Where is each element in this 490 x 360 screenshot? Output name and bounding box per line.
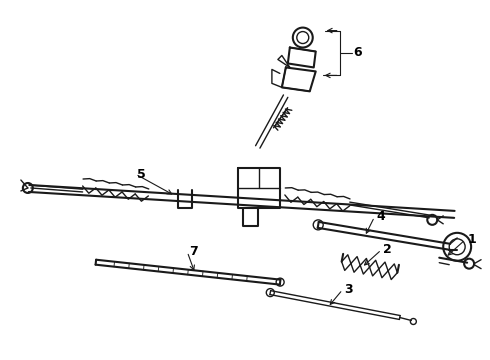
Text: 1: 1 [467,233,476,246]
Text: 2: 2 [384,243,392,256]
Circle shape [464,259,474,269]
Text: 3: 3 [344,283,353,296]
Text: 4: 4 [376,210,385,223]
Circle shape [427,215,437,225]
Text: 7: 7 [189,245,198,258]
Text: 6: 6 [354,46,362,59]
Circle shape [23,183,33,193]
Text: 5: 5 [137,167,146,180]
